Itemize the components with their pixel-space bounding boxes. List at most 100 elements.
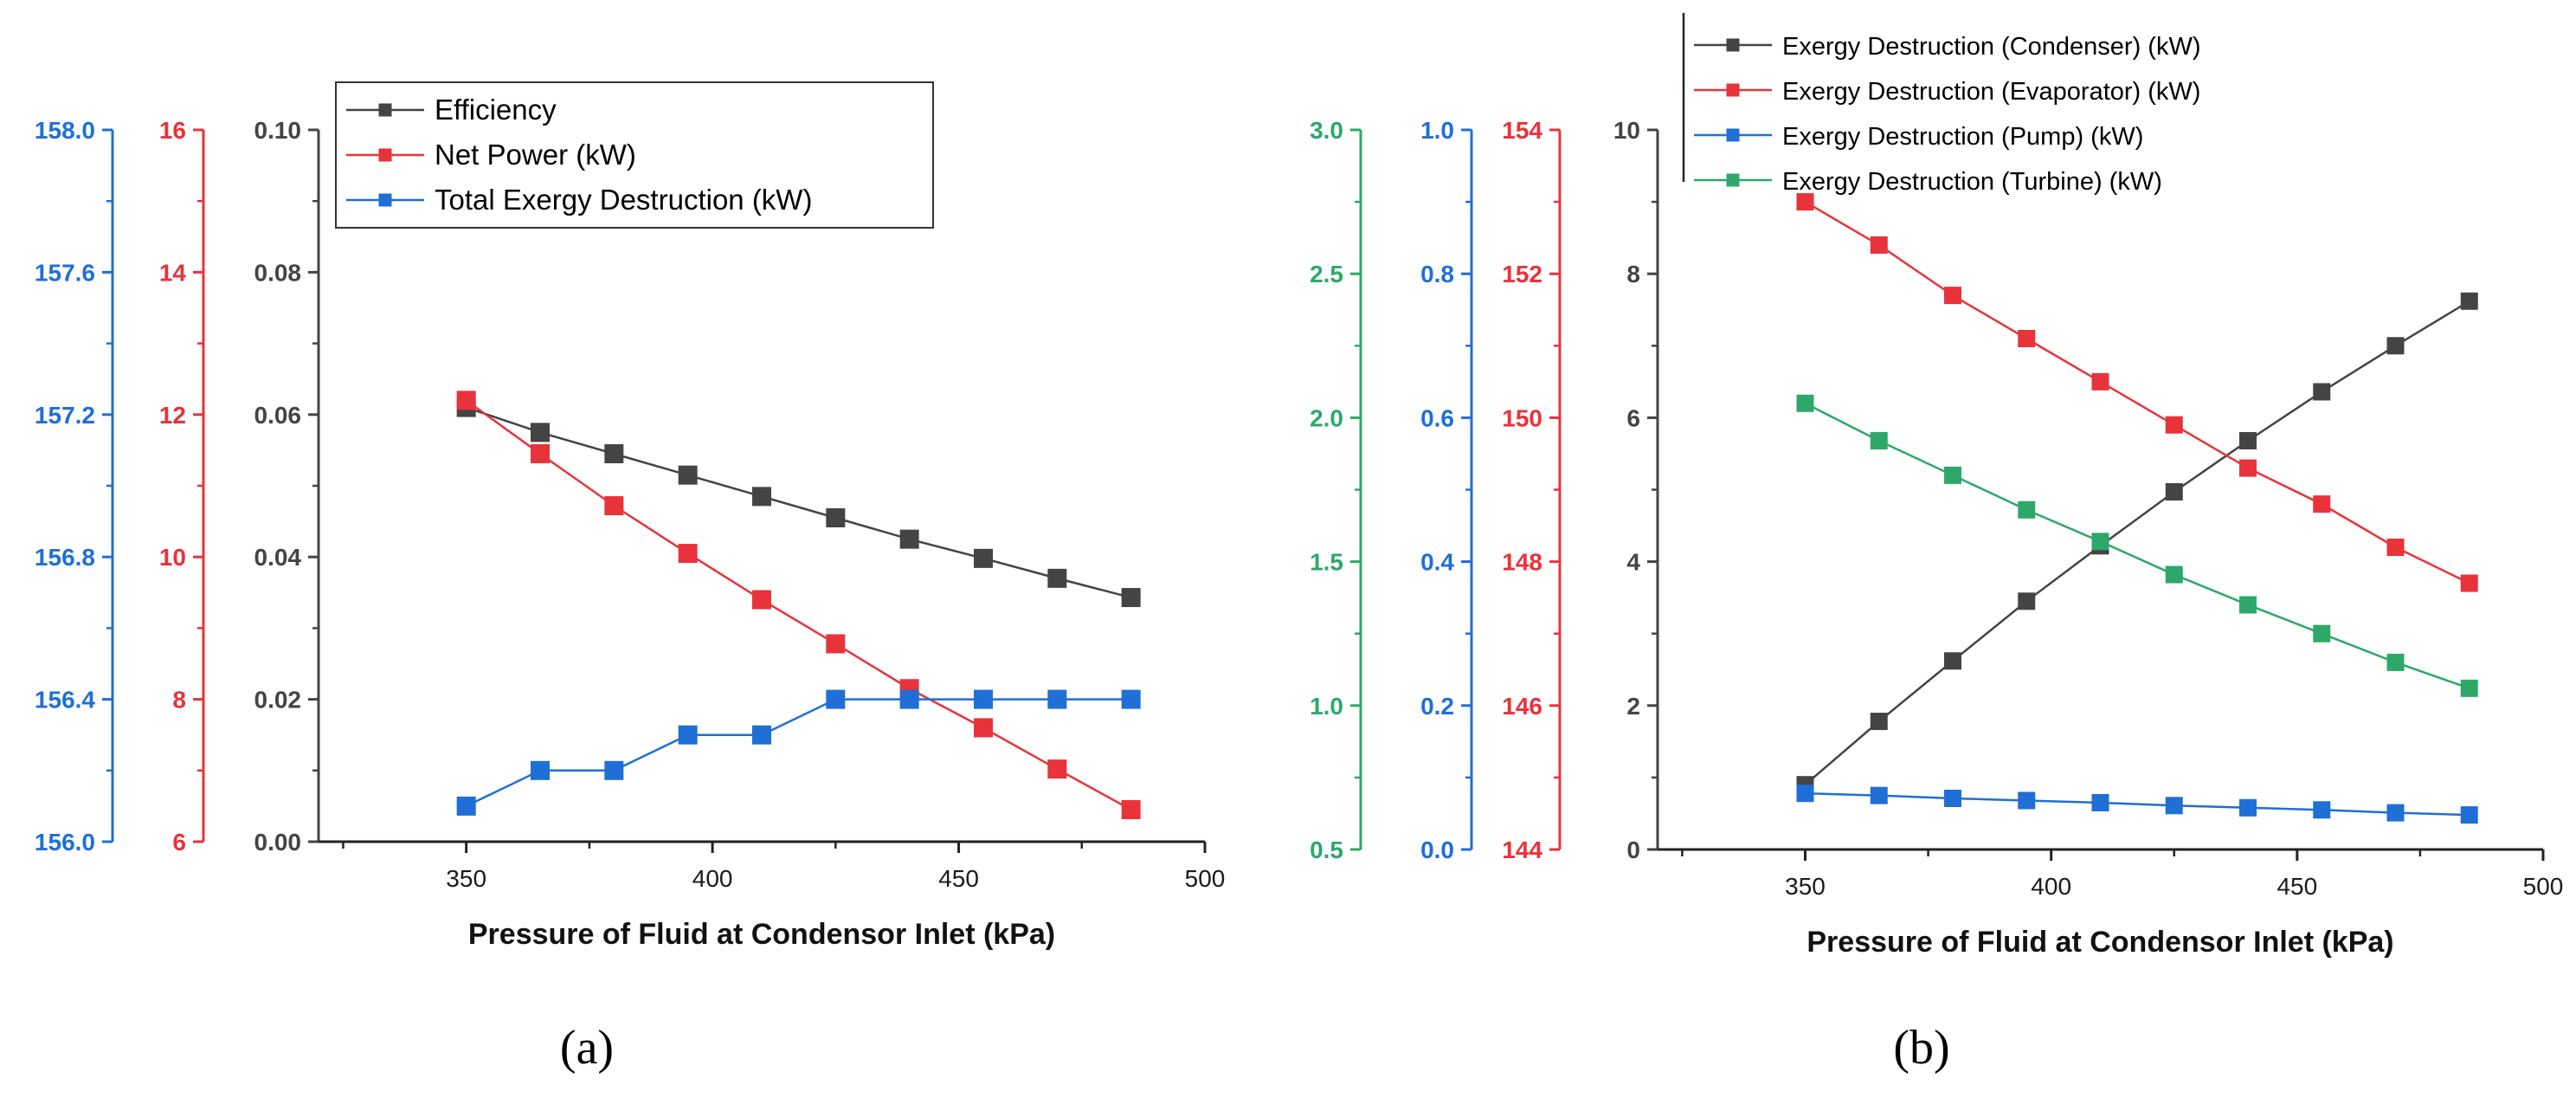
y-tick-label-cond: 10 — [1613, 117, 1640, 144]
data-point-marker — [1870, 713, 1888, 731]
panel-caption: (b) — [1893, 1021, 1949, 1075]
data-point-marker — [1944, 789, 1961, 807]
legend-entry-label: Exergy Destruction (Evaporator) (kW) — [1782, 78, 2200, 106]
data-point-marker — [974, 689, 993, 709]
series-line-2 — [466, 698, 1131, 808]
data-point-marker — [1870, 236, 1888, 254]
data-point-marker — [2018, 592, 2036, 610]
y-tick-label-power: 6 — [172, 829, 186, 856]
data-point-marker — [2460, 679, 2478, 697]
x-tick-label: 500 — [1185, 865, 1226, 892]
y-tick-label-evap: 154 — [1502, 117, 1542, 144]
data-point-marker — [1121, 800, 1141, 820]
x-tick-label: 450 — [938, 865, 979, 892]
data-point-marker — [1047, 568, 1067, 588]
data-point-marker — [752, 487, 771, 507]
data-point-marker — [1870, 786, 1888, 804]
data-point-marker — [2239, 431, 2257, 449]
data-point-marker — [2165, 797, 2183, 815]
data-point-marker — [826, 634, 846, 654]
data-point-marker — [1047, 689, 1067, 709]
data-point-marker — [1047, 759, 1067, 779]
y-tick-label-turb: 0.5 — [1310, 836, 1343, 863]
legend-entry-label: Exergy Destruction (Turbine) (kW) — [1782, 168, 2162, 196]
data-point-marker — [899, 689, 919, 709]
data-point-marker — [2386, 538, 2405, 556]
y-tick-label-exd: 156.8 — [35, 544, 95, 571]
legend-marker — [1726, 83, 1740, 97]
y-tick-label-eff: 0.00 — [254, 829, 302, 856]
data-point-marker — [604, 760, 624, 780]
data-point-marker — [531, 444, 550, 464]
data-point-marker — [2239, 798, 2257, 817]
y-tick-label-pump: 0.8 — [1420, 261, 1454, 287]
y-tick-label-power: 10 — [159, 544, 186, 571]
x-tick-label: 400 — [2031, 873, 2071, 900]
y-tick-label-exd: 157.6 — [35, 259, 95, 286]
y-tick-label-cond: 6 — [1626, 404, 1640, 431]
data-point-marker — [2091, 533, 2109, 551]
y-tick-label-evap: 148 — [1502, 549, 1542, 576]
legend-marker — [1726, 128, 1740, 142]
data-point-marker — [2386, 804, 2405, 822]
legend-box — [335, 81, 934, 229]
data-point-marker — [604, 444, 624, 464]
data-point-marker — [2018, 501, 2036, 519]
y-tick-label-exd: 156.0 — [35, 829, 95, 856]
data-point-marker — [531, 423, 550, 442]
data-point-marker — [2313, 624, 2331, 643]
data-point-marker — [2313, 801, 2331, 819]
y-tick-label-eff: 0.10 — [254, 117, 302, 144]
y-tick-label-pump: 0.0 — [1420, 836, 1454, 863]
x-tick-label: 450 — [2277, 873, 2317, 900]
y-tick-label-evap: 152 — [1502, 261, 1542, 287]
x-axis-label: Pressure of Fluid at Condensor Inlet (kP… — [1806, 926, 2393, 959]
data-point-marker — [2460, 806, 2478, 824]
y-tick-label-exd: 156.4 — [35, 687, 95, 714]
y-tick-label-evap: 144 — [1502, 836, 1542, 863]
data-point-marker — [752, 590, 771, 610]
data-point-marker — [2239, 596, 2257, 614]
data-point-marker — [974, 548, 993, 568]
series-line-3 — [1804, 402, 2470, 690]
y-tick-label-evap: 150 — [1502, 404, 1542, 431]
data-point-marker — [826, 507, 846, 527]
data-point-marker — [2386, 337, 2405, 355]
y-tick-label-cond: 0 — [1626, 836, 1640, 863]
y-tick-label-eff: 0.08 — [254, 259, 302, 286]
y-tick-label-power: 8 — [172, 687, 186, 714]
y-tick-label-pump: 1.0 — [1420, 117, 1454, 144]
data-point-marker — [1121, 689, 1141, 709]
data-point-marker — [531, 760, 550, 780]
data-point-marker — [2018, 791, 2036, 810]
legend-marker — [378, 148, 392, 162]
x-tick-label: 500 — [2523, 873, 2564, 900]
y-tick-label-pump: 0.4 — [1420, 549, 1454, 576]
data-point-marker — [899, 529, 919, 549]
data-point-marker — [2460, 292, 2478, 310]
x-tick-label: 400 — [692, 865, 733, 892]
data-point-marker — [2018, 329, 2036, 347]
data-point-marker — [2313, 495, 2331, 513]
y-tick-label-turb: 2.5 — [1310, 261, 1343, 287]
data-point-marker — [752, 725, 771, 745]
data-point-marker — [604, 496, 624, 516]
y-tick-label-eff: 0.04 — [254, 544, 302, 571]
x-tick-label: 350 — [446, 865, 486, 892]
y-tick-label-pump: 0.6 — [1420, 404, 1454, 431]
data-point-marker — [974, 718, 993, 738]
legend-marker — [378, 193, 392, 207]
legend-entry-label: Total Exergy Destruction (kW) — [435, 184, 812, 216]
legend-entry-label: Efficiency — [435, 94, 557, 126]
data-point-marker — [2091, 793, 2109, 811]
y-tick-label-cond: 8 — [1626, 261, 1640, 287]
data-point-marker — [1121, 588, 1141, 608]
data-point-marker — [826, 689, 846, 709]
data-point-marker — [1796, 394, 1814, 412]
y-tick-label-turb: 3.0 — [1310, 117, 1343, 144]
data-point-marker — [2165, 565, 2183, 584]
legend-entry-label: Exergy Destruction (Pump) (kW) — [1782, 123, 2143, 151]
data-point-marker — [2313, 383, 2331, 401]
data-point-marker — [1944, 652, 1961, 670]
legend-entry-label: Net Power (kW) — [435, 139, 636, 171]
